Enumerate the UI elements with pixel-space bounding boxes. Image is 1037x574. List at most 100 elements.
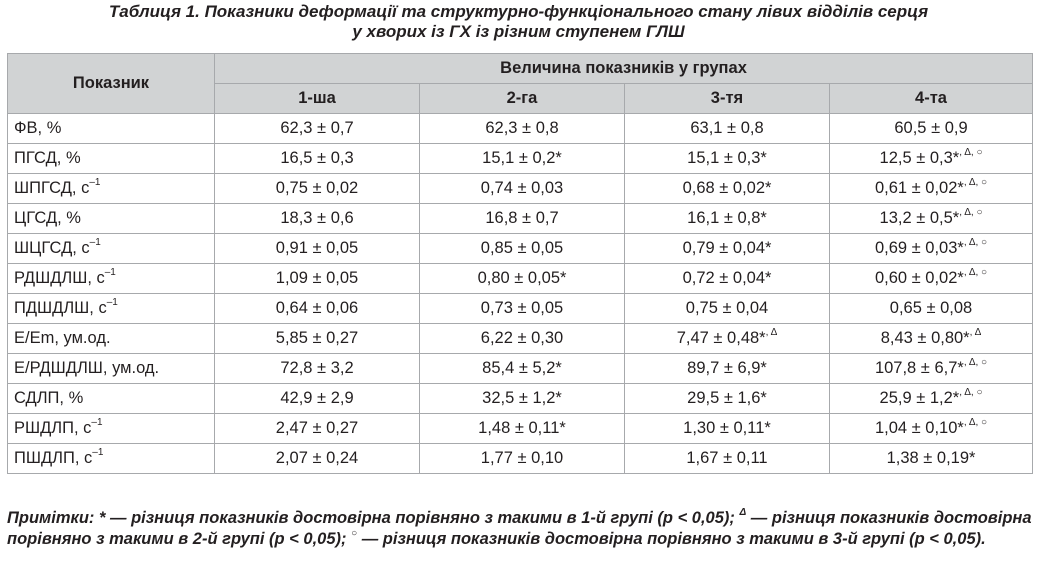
value-text: 1,38 ± 0,19*	[886, 449, 976, 467]
value-cell-group-3: 16,1 ± 0,8*	[624, 203, 830, 234]
value-cell-group-1: 72,8 ± 3,2	[214, 353, 420, 384]
value-cell-group-2: 1,77 ± 0,10	[419, 443, 625, 474]
value-text: 0,69 ± 0,03*	[874, 239, 964, 257]
value-text: 16,8 ± 0,7	[485, 209, 559, 227]
value-text: 0,75 ± 0,04	[685, 299, 769, 317]
value-cell-group-2: 16,8 ± 0,7	[419, 203, 625, 234]
value-cell-group-1: 0,75 ± 0,02	[214, 173, 420, 204]
value-cell-group-4: 0,69 ± 0,03*, Δ, ○	[828, 233, 1034, 264]
value-cell-group-3: 29,5 ± 1,6*	[624, 383, 830, 414]
value-text: 32,5 ± 1,2*	[482, 389, 562, 407]
indicator-label: E/РДШДЛШ, ум.од.	[14, 359, 160, 377]
table-caption: Таблиця 1. Показники деформації та струк…	[0, 2, 1037, 42]
significance-marks: , Δ	[765, 326, 778, 338]
value-text: 2,07 ± 0,24	[275, 449, 359, 467]
indicator-label: ЦГСД, %	[14, 209, 81, 227]
table-row: E/РДШДЛШ, ум.од. 72,8 ± 3,2 85,4 ± 5,2* 89,…	[7, 353, 1034, 384]
value-text: 1,09 ± 0,05	[275, 269, 359, 287]
table-row: СДЛП, % 42,9 ± 2,9 32,5 ± 1,2* 29,5 ± 1,6* 2…	[7, 383, 1034, 414]
table-row: ПГСД, % 16,5 ± 0,3 15,1 ± 0,2* 15,1 ± 0,3* 1…	[7, 143, 1034, 174]
value-text: 16,1 ± 0,8*	[687, 209, 767, 227]
notes-circle-mark: ○	[351, 527, 358, 539]
significance-marks: , Δ, ○	[963, 176, 988, 188]
row-indicator-name: ПДШДЛШ, с–1	[7, 293, 215, 324]
value-cell-group-2: 32,5 ± 1,2*	[419, 383, 625, 414]
value-cell-group-1: 18,3 ± 0,6	[214, 203, 420, 234]
value-cell-group-4: 0,60 ± 0,02*, Δ, ○	[828, 263, 1034, 294]
value-cell-group-3: 63,1 ± 0,8	[624, 113, 830, 144]
table-row: E/Em, ум.од. 5,85 ± 0,27 6,22 ± 0,30 7,47 ±…	[7, 323, 1034, 354]
value-cell-group-4: 8,43 ± 0,80*, Δ	[828, 323, 1034, 354]
indicator-label: РДШДЛШ, с	[14, 269, 105, 287]
header-group-1: 1-ша	[214, 83, 420, 114]
value-text: 0,75 ± 0,02	[275, 179, 359, 197]
value-cell-group-3: 15,1 ± 0,3*	[624, 143, 830, 174]
significance-marks: , Δ, ○	[959, 146, 983, 158]
table-row: РШДЛП, с–1 2,47 ± 0,27 1,48 ± 0,11* 1,30 ± …	[7, 413, 1034, 444]
value-text: 72,8 ± 3,2	[280, 359, 354, 377]
header-group-2: 2-га	[419, 83, 625, 114]
value-cell-group-2: 0,74 ± 0,03	[419, 173, 625, 204]
row-indicator-name: ШЦГСД, с–1	[7, 233, 215, 264]
header-row-2: 1-ша 2-га 3-тя 4-та	[8, 83, 1034, 114]
value-text: 7,47 ± 0,48*	[676, 329, 766, 347]
notes-part-3: — різниця показників достовірна порівнян…	[357, 530, 986, 548]
value-cell-group-1: 2,07 ± 0,24	[214, 443, 420, 474]
value-text: 0,72 ± 0,04*	[682, 269, 772, 287]
value-cell-group-3: 0,79 ± 0,04*	[624, 233, 830, 264]
value-text: 15,1 ± 0,2*	[482, 149, 562, 167]
row-indicator-name: E/Em, ум.од.	[7, 323, 215, 354]
row-indicator-name: ЦГСД, %	[7, 203, 215, 234]
value-text: 12,5 ± 0,3*	[879, 149, 960, 167]
value-text: 85,4 ± 5,2*	[482, 359, 562, 377]
value-text: 0,80 ± 0,05*	[477, 269, 567, 287]
value-cell-group-2: 6,22 ± 0,30	[419, 323, 625, 354]
value-text: 1,48 ± 0,11*	[478, 419, 566, 437]
value-cell-group-3: 0,72 ± 0,04*	[624, 263, 830, 294]
value-text: 25,9 ± 1,2*	[879, 389, 960, 407]
value-text: 0,68 ± 0,02*	[682, 179, 772, 197]
value-cell-group-1: 42,9 ± 2,9	[214, 383, 420, 414]
value-text: 107,8 ± 6,7*	[874, 359, 964, 377]
unit-exponent: –1	[104, 266, 116, 278]
significance-marks: , Δ	[969, 326, 982, 338]
significance-marks: , Δ, ○	[959, 206, 983, 218]
row-indicator-name: ФВ, %	[7, 113, 215, 144]
row-indicator-name: РДШДЛШ, с–1	[7, 263, 215, 294]
value-text: 5,85 ± 0,27	[275, 329, 359, 347]
value-cell-group-4: 60,5 ± 0,9	[828, 113, 1034, 144]
header-row-1: Показник Величина показників у групах	[7, 53, 1034, 114]
row-indicator-name: ПГСД, %	[7, 143, 215, 174]
value-cell-group-4: 1,04 ± 0,10*, Δ, ○	[828, 413, 1034, 444]
value-cell-group-2: 0,85 ± 0,05	[419, 233, 625, 264]
table-notes: Примітки: * — різниця показників достові…	[7, 506, 1032, 550]
value-text: 1,67 ± 0,11	[686, 449, 768, 467]
value-text: 2,47 ± 0,27	[275, 419, 359, 437]
significance-marks: , Δ, ○	[959, 386, 983, 398]
value-cell-group-2: 0,73 ± 0,05	[419, 293, 625, 324]
value-text: 62,3 ± 0,7	[280, 119, 354, 137]
value-text: 1,77 ± 0,10	[480, 449, 564, 467]
value-text: 0,73 ± 0,05	[480, 299, 564, 317]
notes-delta-mark: Δ	[739, 506, 747, 518]
table-row: ШЦГСД, с–1 0,91 ± 0,05 0,85 ± 0,05 0,79 ± 0…	[7, 233, 1034, 264]
row-indicator-name: ПШДЛП, с–1	[7, 443, 215, 474]
value-text: 18,3 ± 0,6	[280, 209, 354, 227]
row-indicator-name: РШДЛП, с–1	[7, 413, 215, 444]
value-cell-group-4: 13,2 ± 0,5*, Δ, ○	[828, 203, 1034, 234]
value-text: 13,2 ± 0,5*	[879, 209, 960, 227]
value-cell-group-1: 16,5 ± 0,3	[214, 143, 420, 174]
indicator-label: ПГСД, %	[14, 149, 81, 167]
value-cell-group-2: 0,80 ± 0,05*	[419, 263, 625, 294]
value-text: 1,30 ± 0,11*	[683, 419, 771, 437]
table-row: ЦГСД, % 18,3 ± 0,6 16,8 ± 0,7 16,1 ± 0,8* 13…	[7, 203, 1034, 234]
unit-exponent: –1	[92, 446, 104, 458]
header-group-4: 4-та	[828, 83, 1034, 114]
header-group-3: 3-тя	[624, 83, 830, 114]
value-text: 0,60 ± 0,02*	[874, 269, 964, 287]
row-indicator-name: СДЛП, %	[7, 383, 215, 414]
indicator-label: СДЛП, %	[14, 389, 84, 407]
indicator-label: ШЦГСД, с	[14, 239, 90, 257]
notes-part-1: Примітки: * — різниця показників достові…	[7, 509, 740, 527]
value-cell-group-4: 107,8 ± 6,7*, Δ, ○	[828, 353, 1034, 384]
